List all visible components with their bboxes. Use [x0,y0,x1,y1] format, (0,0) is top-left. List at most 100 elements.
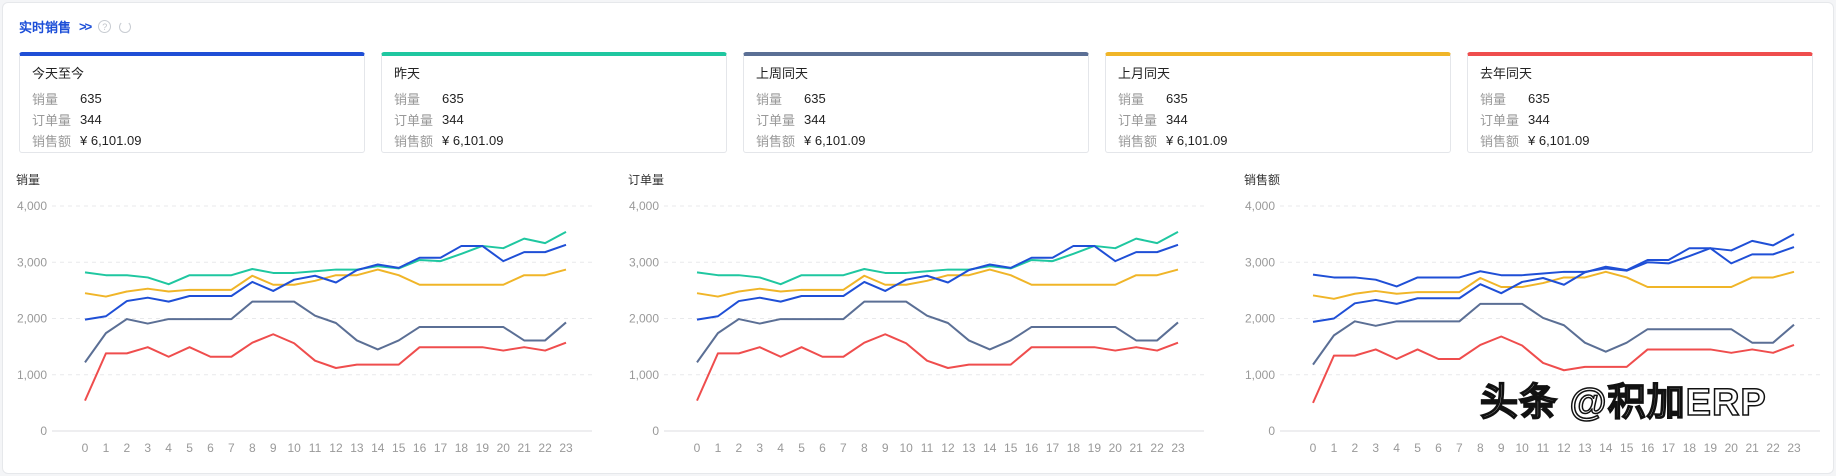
summary-cards: 今天至今 销量 635 订单量 344 销售额 ¥ 6,101.09 昨天 销量 635 … [19,52,1813,153]
amount-label: 销售额 [32,134,72,149]
orders-value: 344 [1166,112,1188,127]
x-tick-label: 5 [798,441,805,455]
series-line [84,268,567,298]
series-line [1312,270,1795,300]
y-tick-label: 4,000 [629,199,659,213]
orders-label: 订单量 [756,113,796,128]
series-line [696,243,1179,321]
x-tick-label: 17 [1662,441,1676,455]
x-tick-label: 17 [434,441,448,455]
qty-label: 销量 [1118,92,1145,107]
orders-label: 订单量 [32,113,72,128]
chart-title: 销售额 [1244,172,1280,187]
qty-row: 销量 635 [756,88,1076,109]
x-tick-label: 18 [455,441,469,455]
x-tick-label: 16 [1641,441,1655,455]
x-tick-label: 23 [1787,441,1801,455]
amount-label: 销售额 [756,134,796,149]
y-tick-label: 2,000 [1245,312,1275,326]
x-tick-label: 8 [1477,441,1484,455]
x-tick-label: 19 [476,441,490,455]
qty-value: 635 [80,91,102,106]
x-tick-label: 5 [186,441,193,455]
orders-label: 订单量 [1480,113,1520,128]
amount-row: 销售额 ¥ 6,101.09 [1118,130,1438,151]
y-tick-label: 4,000 [1245,199,1275,213]
x-tick-label: 23 [559,441,573,455]
x-tick-label: 7 [840,441,847,455]
x-tick-label: 2 [735,441,742,455]
series-line [84,230,567,286]
y-tick-label: 2,000 [629,312,659,326]
y-tick-label: 3,000 [1245,255,1275,269]
qty-row: 销量 635 [1118,88,1438,109]
double-chevron-right-icon[interactable]: >> [79,19,92,34]
x-tick-label: 22 [1766,441,1780,455]
y-tick-label: 0 [652,424,659,438]
refresh-icon[interactable] [119,20,132,33]
qty-label: 销量 [1480,92,1507,107]
x-tick-label: 13 [962,441,976,455]
x-tick-label: 20 [497,441,511,455]
qty-value: 635 [442,91,464,106]
card-title: 去年同天 [1480,66,1533,81]
amount-label: 销售额 [394,134,434,149]
x-tick-label: 0 [82,441,89,455]
amount-row: 销售额 ¥ 6,101.09 [1480,130,1800,151]
x-tick-label: 21 [1745,441,1759,455]
x-tick-label: 2 [123,441,130,455]
series-line [696,333,1179,402]
orders-row: 订单量 344 [1118,109,1438,130]
amount-label: 销售额 [1480,134,1520,149]
x-tick-label: 18 [1067,441,1081,455]
amount-value: ¥ 6,101.09 [442,133,504,148]
x-tick-label: 0 [694,441,701,455]
x-tick-label: 14 [983,441,997,455]
x-tick-label: 7 [228,441,235,455]
x-tick-label: 13 [350,441,364,455]
x-tick-label: 1 [715,441,722,455]
orders-row: 订单量 344 [394,109,714,130]
series-line [1312,302,1795,366]
x-tick-label: 8 [249,441,256,455]
card-title: 昨天 [394,66,421,81]
x-tick-label: 22 [538,441,552,455]
x-tick-label: 5 [1414,441,1421,455]
x-tick-label: 19 [1088,441,1102,455]
qty-label: 销量 [32,92,59,107]
qty-row: 销量 635 [32,88,352,109]
summary-card: 今天至今 销量 635 订单量 344 销售额 ¥ 6,101.09 [19,52,365,153]
x-tick-label: 11 [921,441,934,455]
series-line [84,243,567,321]
series-line [84,333,567,402]
series-line [84,300,567,363]
x-tick-label: 11 [309,441,322,455]
y-tick-label: 4,000 [17,199,47,213]
x-tick-label: 13 [1578,441,1592,455]
chart-title: 销量 [16,173,40,187]
x-tick-label: 19 [1704,441,1718,455]
series-line [1312,246,1795,323]
x-tick-label: 4 [1393,441,1400,455]
panel-title[interactable]: 实时销售 [19,20,72,35]
x-tick-label: 23 [1171,441,1185,455]
orders-value: 344 [1528,112,1550,127]
orders-row: 订单量 344 [756,109,1076,130]
x-tick-label: 12 [941,441,955,455]
x-tick-label: 10 [899,441,913,455]
y-tick-label: 3,000 [17,255,47,269]
qty-row: 销量 635 [394,88,714,109]
series-line [1312,335,1795,404]
question-circle-icon[interactable]: ? [98,20,112,33]
x-tick-label: 7 [1456,441,1463,455]
amount-value: ¥ 6,101.09 [804,133,866,148]
x-tick-label: 20 [1725,441,1739,455]
amount-row: 销售额 ¥ 6,101.09 [32,130,352,151]
card-title: 今天至今 [32,66,85,81]
x-tick-label: 22 [1150,441,1164,455]
series-line [696,230,1179,286]
qty-label: 销量 [394,92,421,107]
card-title: 上周同天 [756,66,809,81]
summary-card: 去年同天 销量 635 订单量 344 销售额 ¥ 6,101.09 [1467,52,1813,153]
